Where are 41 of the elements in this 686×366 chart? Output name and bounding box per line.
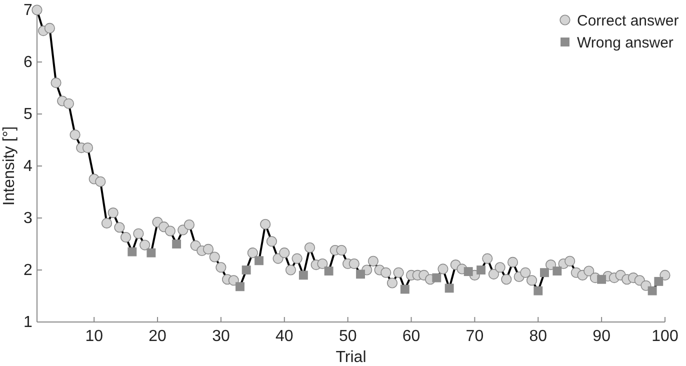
- y-tick-label: 3: [23, 210, 32, 228]
- y-tick-label: 7: [23, 2, 32, 20]
- x-tick-label: 70: [466, 328, 484, 345]
- point: [552, 266, 562, 276]
- point: [400, 284, 410, 294]
- x-tick-label: 50: [338, 328, 357, 345]
- point: [534, 286, 543, 296]
- x-tick-label: 10: [85, 328, 104, 345]
- point: [476, 266, 486, 274]
- point: [540, 268, 549, 278]
- point: [146, 248, 156, 258]
- legend-label: Wrong answer: [577, 34, 674, 52]
- point: [444, 284, 454, 293]
- point: [324, 266, 334, 276]
- y-tick-label: 6: [23, 54, 32, 72]
- point: [654, 276, 664, 286]
- y-tick-label: 1: [23, 314, 32, 332]
- x-tick-label: 100: [652, 328, 678, 345]
- point: [356, 270, 365, 279]
- x-tick-label: 20: [148, 328, 167, 345]
- point: [254, 256, 264, 266]
- point: [648, 286, 657, 296]
- point: [464, 267, 473, 276]
- y-axis-title: Intensity [°]: [1, 126, 18, 206]
- x-tick-label: 80: [529, 328, 548, 345]
- x-tick-label: 30: [212, 328, 230, 345]
- point: [236, 282, 244, 292]
- point: [597, 274, 606, 284]
- x-axis-title: Trial: [336, 349, 366, 366]
- point: [432, 273, 442, 282]
- y-tick-label: 2: [23, 262, 32, 280]
- y-tick-label: 5: [23, 106, 32, 124]
- legend-label: Correct answer: [577, 12, 679, 30]
- point: [242, 266, 251, 274]
- x-tick-label: 90: [592, 328, 611, 345]
- point: [298, 270, 308, 280]
- y-tick-label: 4: [23, 158, 32, 176]
- point: [172, 240, 182, 248]
- point: [128, 247, 137, 256]
- x-tick-label: 40: [275, 328, 294, 345]
- x-tick-label: 60: [402, 328, 420, 345]
